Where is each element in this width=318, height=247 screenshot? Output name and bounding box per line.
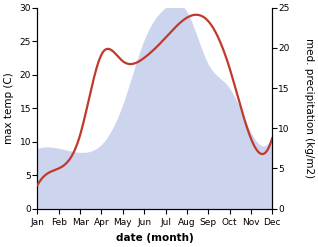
X-axis label: date (month): date (month) xyxy=(116,233,194,243)
Y-axis label: max temp (C): max temp (C) xyxy=(4,72,14,144)
Y-axis label: med. precipitation (kg/m2): med. precipitation (kg/m2) xyxy=(304,38,314,178)
